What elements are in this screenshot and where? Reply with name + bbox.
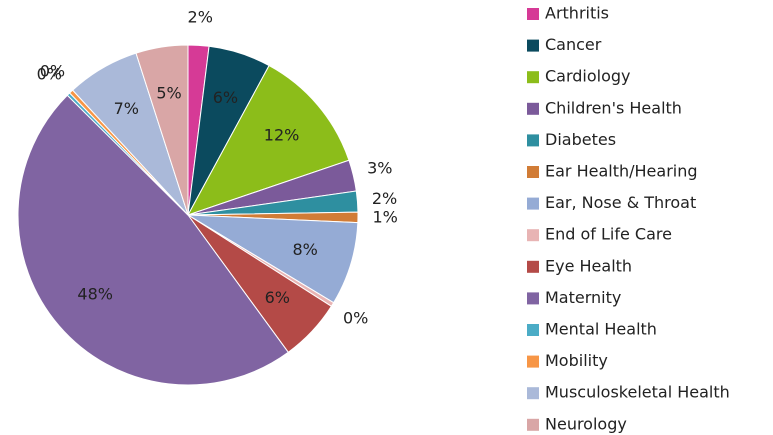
legend-label: Cancer [545, 35, 602, 54]
legend-label: Maternity [545, 288, 621, 307]
legend-label: Neurology [545, 414, 627, 433]
data-label: 0% [40, 61, 65, 80]
legend-swatch [527, 134, 539, 147]
legend-swatch [527, 260, 539, 273]
data-label: 1% [372, 207, 397, 226]
data-label: 12% [264, 126, 300, 145]
data-label: 0% [37, 64, 62, 83]
data-label: 6% [265, 288, 290, 307]
legend-swatch [527, 8, 539, 20]
pie-slice [17, 94, 289, 386]
legend-label: Arthritis [545, 4, 609, 23]
legend-swatch [527, 39, 539, 52]
legend-label: Ear Health/Hearing [545, 162, 698, 181]
legend-swatch [527, 197, 539, 210]
legend-swatch [527, 418, 539, 431]
data-label: 5% [156, 84, 181, 103]
legend-label: Eye Health [545, 256, 632, 275]
legend-label: Diabetes [545, 130, 616, 149]
legend-swatch [527, 102, 539, 115]
legend-swatch [527, 324, 539, 336]
data-label: 0% [343, 308, 368, 327]
legend-label: Children's Health [545, 98, 682, 117]
pie-slice [135, 44, 189, 216]
data-label: 2% [372, 189, 397, 208]
data-label: 6% [213, 88, 238, 107]
legend-label: End of Life Care [545, 225, 672, 244]
legend-label: Cardiology [545, 67, 631, 86]
legend-label: Mobility [545, 351, 608, 370]
legend-swatch [527, 229, 539, 242]
legend-swatch [527, 166, 539, 178]
data-label: 3% [367, 159, 392, 178]
data-label: 7% [114, 99, 139, 118]
data-label: 8% [292, 240, 317, 259]
data-label: 2% [188, 8, 213, 27]
legend-swatch [527, 387, 539, 400]
legend-label: Ear, Nose & Throat [545, 193, 696, 212]
legend-swatch [527, 71, 539, 84]
legend-swatch [527, 292, 539, 305]
data-label: 48% [77, 284, 113, 303]
legend-label: Mental Health [545, 320, 657, 339]
pie-slice [186, 64, 350, 216]
legend-swatch [527, 355, 539, 368]
legend-label: Musculoskeletal Health [545, 383, 730, 402]
